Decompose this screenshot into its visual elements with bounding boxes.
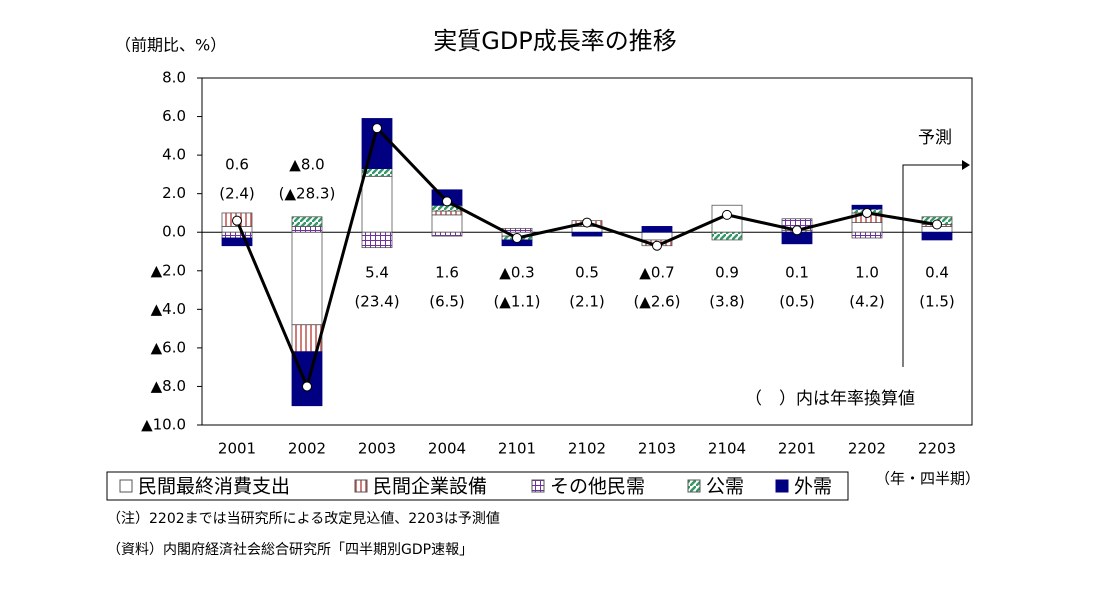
- note: （資料）内閣府経済社会総合研究所「四半期別GDP速報」: [107, 542, 473, 558]
- data-label: 5.4: [365, 264, 389, 282]
- data-label: 1.6: [435, 264, 459, 282]
- y-tick-label: ▲4.0: [151, 300, 186, 318]
- x-tick-label: 2002: [288, 440, 326, 458]
- legend-swatch: [687, 479, 701, 493]
- annualized-label: (23.4): [354, 293, 399, 311]
- gdp-point: [302, 381, 312, 392]
- data-label: ▲0.3: [499, 264, 534, 282]
- legend-label: 外需: [794, 476, 832, 498]
- legend-label: 公需: [706, 476, 744, 498]
- gdp-point: [512, 233, 522, 244]
- x-tick-label: 2001: [218, 440, 256, 458]
- x-tick-label: 2203: [918, 440, 956, 458]
- x-unit: （年・四半期）: [875, 470, 980, 488]
- data-label: ▲0.7: [639, 264, 674, 282]
- bar-segment: [361, 175, 393, 233]
- x-tick-label: 2101: [498, 440, 536, 458]
- bar-segment: [431, 214, 463, 233]
- bar-segment: [431, 231, 463, 237]
- gdp-point: [442, 196, 452, 207]
- y-tick-label: 6.0: [162, 107, 186, 125]
- annualized-label: (3.8): [709, 293, 745, 311]
- data-label: 0.9: [715, 264, 739, 282]
- gdp-point: [932, 219, 942, 230]
- data-label: 0.6: [225, 156, 249, 174]
- data-label: 0.1: [785, 264, 809, 282]
- annualized-label: (2.1): [569, 293, 605, 311]
- bar-segment: [921, 231, 953, 241]
- bar-segment: [221, 226, 253, 233]
- data-label: 1.0: [855, 264, 879, 282]
- x-tick-label: 2103: [638, 440, 676, 458]
- legend-label: 民間最終消費支出: [138, 476, 290, 498]
- bar-segment: [641, 231, 673, 241]
- gdp-point: [792, 225, 802, 236]
- x-tick-label: 2104: [708, 440, 746, 458]
- gdp-point: [862, 207, 872, 218]
- y-tick-label: 4.0: [162, 146, 186, 164]
- x-tick-label: 2004: [428, 440, 466, 458]
- legend-swatch: [119, 479, 133, 493]
- bar-segment: [851, 231, 883, 239]
- data-label: 0.4: [925, 264, 949, 282]
- x-tick-label: 2202: [848, 440, 886, 458]
- data-label: ▲8.0: [289, 156, 324, 174]
- annualized-label: (0.5): [779, 293, 815, 311]
- y-tick-label: ▲10.0: [141, 416, 186, 434]
- data-label: 0.5: [575, 264, 599, 282]
- bar-segment: [851, 222, 883, 233]
- y-tick-label: 0.0: [162, 223, 186, 241]
- bar-segment: [291, 231, 323, 326]
- y-tick-label: ▲8.0: [151, 377, 186, 395]
- bar-segment: [361, 231, 393, 249]
- legend: [106, 471, 849, 501]
- legend-label: 民間企業設備: [373, 476, 487, 498]
- x-tick-label: 2102: [568, 440, 606, 458]
- bar-segment: [221, 237, 253, 247]
- y-tick-label: ▲2.0: [151, 261, 186, 279]
- forecast-label: 予測: [918, 128, 952, 148]
- annualized-label: (4.2): [849, 293, 885, 311]
- y-tick-label: 8.0: [162, 69, 186, 87]
- x-tick-label: 2201: [778, 440, 816, 458]
- gdp-point: [232, 215, 242, 226]
- bar-segment: [711, 231, 743, 241]
- bar-segment: [641, 226, 673, 233]
- gdp-point: [652, 240, 662, 251]
- legend-swatch: [531, 479, 545, 493]
- y-unit: （前期比、%）: [115, 36, 226, 55]
- annualized-label: (▲1.1): [493, 293, 540, 311]
- legend-swatch: [354, 479, 368, 493]
- annotation: （ ）内は年率換算値: [745, 389, 915, 409]
- note: （注）2202までは当研究所による改定見込値、2203は予測値: [107, 511, 500, 527]
- gdp-point: [582, 217, 592, 228]
- legend-label: その他民需: [550, 476, 645, 498]
- gdp-point: [372, 123, 382, 134]
- legend-swatch: [775, 479, 789, 493]
- y-tick-label: 2.0: [162, 184, 186, 202]
- x-tick-label: 2003: [358, 440, 396, 458]
- chart-title: 実質GDP成長率の推移: [433, 27, 677, 55]
- annualized-label: (6.5): [429, 293, 465, 311]
- bar-segment: [291, 226, 323, 233]
- bar-segment: [291, 216, 323, 227]
- annualized-label: (▲28.3): [279, 185, 336, 203]
- forecast-arrow: [902, 164, 968, 367]
- y-tick-label: ▲6.0: [151, 338, 186, 356]
- annualized-label: (1.5): [919, 293, 955, 311]
- gdp-line: [235, 125, 938, 392]
- annualized-label: (2.4): [219, 185, 255, 203]
- bar-segment: [571, 231, 603, 237]
- annualized-label: (▲2.6): [633, 293, 680, 311]
- plot-frame: [201, 77, 973, 426]
- bar-segment: [431, 210, 463, 216]
- forecast-arrowhead: [962, 160, 970, 170]
- gdp-point: [722, 209, 732, 220]
- bar-segment: [221, 231, 253, 239]
